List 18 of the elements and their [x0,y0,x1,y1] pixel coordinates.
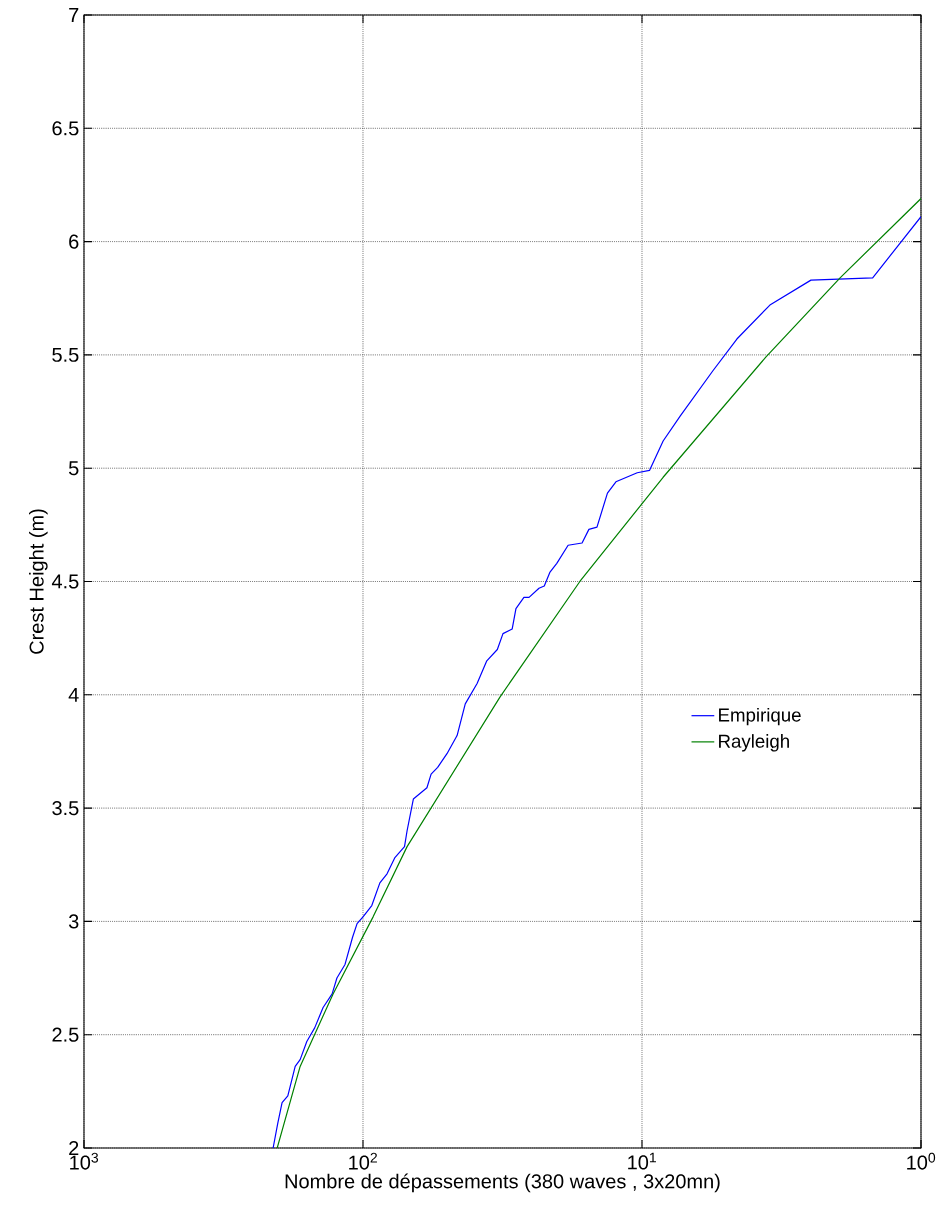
y-tick-label: 2 [69,1141,79,1155]
legend-label: Rayleigh [719,734,789,752]
y-tick-label: 3 [68,914,79,929]
y-tick-label: 4 [68,687,79,702]
x-tick-label: 10$^{1}$ [628,1152,656,1170]
y-tick-label: 6.5 [52,121,79,136]
x-axis-title: Nombre de dépassements (380 waves , 3x20mn) [285,1173,720,1193]
y-tick-label: 4.5 [51,574,79,589]
y-tick-label: 2.5 [52,1027,79,1042]
y-axis-title: Crest Height (m) [29,509,48,654]
y-tick-label: 5 [68,461,79,476]
y-tick-label: 7 [69,8,79,22]
legend-label: Empirique [719,707,801,726]
y-tick-label: 5.5 [52,347,79,362]
y-tick-label: 6 [69,234,79,249]
x-tick-label: 10$^{2}$ [349,1152,377,1170]
y-tick-label: 3.5 [52,801,79,816]
x-tick-label: 10$^{0}$ [907,1152,936,1170]
